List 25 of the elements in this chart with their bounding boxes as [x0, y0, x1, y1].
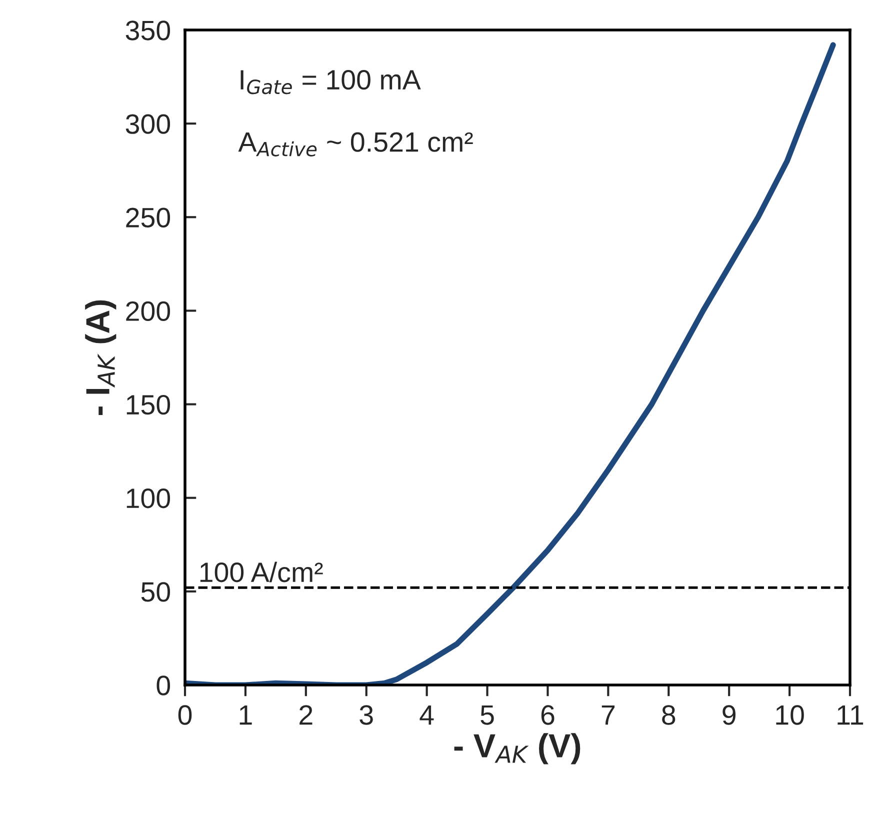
x-tick-label: 7	[602, 705, 615, 725]
x-tick-label: 0	[178, 705, 192, 725]
x-tick-label: 2	[300, 705, 312, 725]
x-tick-label: 8	[662, 705, 676, 725]
x-tick-label: 9	[722, 705, 736, 725]
annotation: I$_{Gate}$ = 100 mA	[240, 70, 421, 94]
y-axis-title: - I$_{AK}$ (A)	[85, 300, 116, 416]
x-tick-label: 3	[360, 705, 373, 725]
y-tick-label: 150	[126, 394, 170, 415]
x-tick-label: 1	[240, 705, 252, 725]
y-tick-label: 0	[156, 676, 170, 696]
x-tick-label: 5	[480, 705, 494, 725]
annotation: A$_{Active}$ ~ 0.521 cm²	[238, 132, 473, 156]
y-tick-label: 350	[126, 20, 170, 40]
y-tick-label: 300	[126, 114, 170, 134]
x-tick-label: 10	[776, 705, 804, 725]
x-axis-title: - V$_{AK}$ (V)	[454, 733, 580, 764]
y-tick-label: 250	[126, 208, 170, 228]
x-tick-label: 4	[420, 705, 434, 725]
x-tick-label: 11	[838, 705, 864, 725]
y-tick-label: 100	[126, 488, 170, 508]
x-tick-label: 6	[541, 705, 554, 725]
y-tick-label: 50	[141, 582, 170, 602]
y-tick-label: 200	[126, 301, 170, 322]
ref-line-label: 100 A/cm²	[200, 562, 323, 582]
